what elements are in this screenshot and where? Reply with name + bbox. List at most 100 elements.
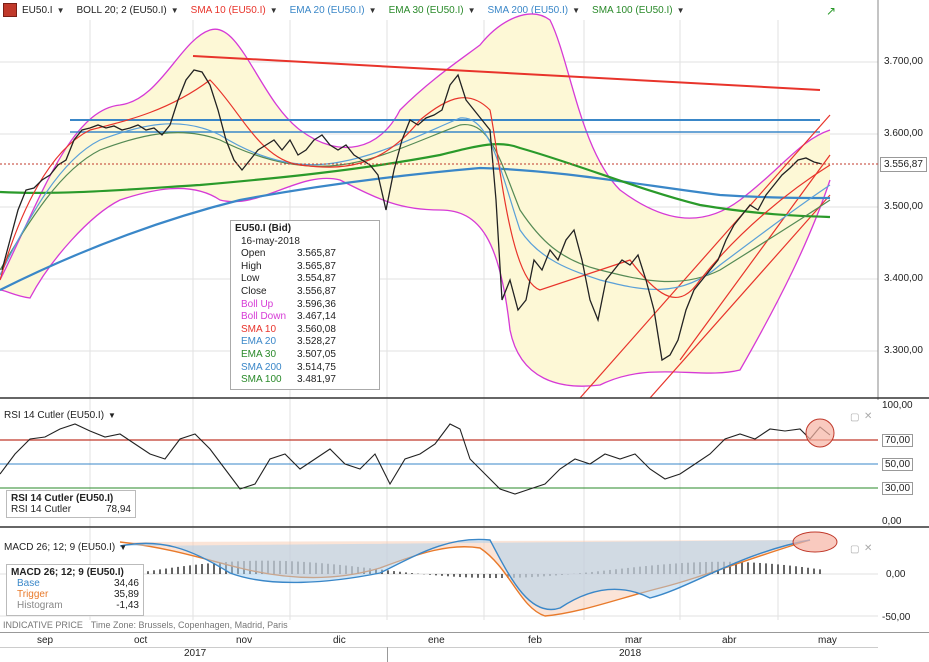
- month-label: feb: [528, 635, 542, 646]
- rsi-axis-label: 50,00: [882, 458, 914, 471]
- macd-row: Trigger 35,89: [11, 589, 139, 600]
- legend-item-sma200[interactable]: SMA 200 (EU50.I) ▼: [487, 4, 581, 16]
- trend-arrow-icon[interactable]: ↗: [826, 4, 837, 18]
- data-box-row: Open 3.565,87: [235, 248, 375, 261]
- month-label: mar: [625, 635, 643, 646]
- year-label: 2018: [619, 648, 642, 659]
- legend-item-ema20[interactable]: EMA 20 (EU50.I) ▼: [289, 4, 377, 16]
- year-label: 2017: [184, 648, 207, 659]
- dropdown-arrow-icon[interactable]: ▼: [170, 5, 179, 15]
- data-box-key: EMA 20: [241, 336, 277, 348]
- data-box-row: SMA 10 3.560,08: [235, 324, 375, 337]
- data-box-row: SMA 200 3.514,75: [235, 362, 375, 375]
- data-box-row: EMA 20 3.528,27: [235, 336, 375, 349]
- data-box-key: Low: [241, 273, 260, 285]
- data-box-row: SMA 100 3.481,97: [235, 374, 375, 387]
- price-axis-label: 3.500,00: [884, 201, 923, 212]
- month-label: abr: [722, 635, 737, 646]
- close-icon[interactable]: ✕: [864, 411, 873, 422]
- indicative-price: INDICATIVE PRICE: [3, 620, 83, 630]
- data-box: EU50.I (Bid) 16-may-2018 Open 3.565,87 Hig…: [230, 220, 380, 390]
- rsi-header[interactable]: RSI 14 Cutler (EU50.I) ▼: [4, 410, 116, 421]
- data-box-key: EMA 30: [241, 348, 277, 360]
- data-box-key: SMA 200: [241, 361, 282, 373]
- footer-bar: INDICATIVE PRICE Time Zone: Brussels, Co…: [0, 620, 878, 632]
- data-box-date: 16-may-2018: [241, 235, 300, 247]
- data-box-value: 3.507,05: [297, 348, 336, 360]
- macd-header[interactable]: MACD 26; 12; 9 (EU50.I) ▼: [4, 542, 128, 553]
- data-box-value: 3.467,14: [297, 311, 336, 323]
- dropdown-arrow-icon[interactable]: ▼: [676, 5, 685, 15]
- time-axis: sep oct nov dic ene feb mar abr may 2017…: [0, 632, 929, 662]
- data-box-value: 3.565,87: [297, 248, 336, 260]
- data-box-value: 3.596,36: [297, 298, 336, 310]
- month-label: ene: [428, 635, 445, 646]
- macd-data-box: MACD 26; 12; 9 (EU50.I) Base 34,46 Trigger…: [6, 564, 144, 616]
- data-box-key: Close: [241, 285, 267, 297]
- macd-value: 34,46: [113, 578, 139, 589]
- month-label: dic: [333, 635, 346, 646]
- legend-item-sma10[interactable]: SMA 10 (EU50.I) ▼: [190, 4, 278, 16]
- maximize-icon[interactable]: ▢: [850, 544, 860, 555]
- month-label: sep: [37, 635, 54, 646]
- macd-axis-label: 0,00: [886, 569, 906, 580]
- data-box-value: 3.514,75: [297, 361, 336, 373]
- data-box-title: EU50.I (Bid): [235, 223, 292, 234]
- macd-row: Base 34,46: [11, 578, 139, 589]
- macd-row: Histogram -1,43: [11, 600, 139, 611]
- dropdown-arrow-icon[interactable]: ▼: [572, 5, 581, 15]
- symbol-icon: [3, 3, 17, 17]
- data-box-key: High: [241, 260, 262, 272]
- data-box-value: 3.554,87: [297, 273, 336, 285]
- macd-key: Base: [17, 578, 40, 589]
- price-axis-label: 3.300,00: [884, 345, 923, 356]
- data-box-row: EMA 30 3.507,05: [235, 349, 375, 362]
- data-box-value: 3.481,97: [297, 374, 336, 386]
- month-label: oct: [134, 635, 148, 646]
- price-chart[interactable]: [0, 0, 929, 400]
- data-box-value: 3.556,87: [297, 285, 336, 297]
- dropdown-arrow-icon[interactable]: ▼: [368, 5, 377, 15]
- data-box-row: Low 3.554,87: [235, 273, 375, 286]
- data-box-value: 3.560,08: [297, 323, 336, 335]
- legend-item-sma100[interactable]: SMA 100 (EU50.I) ▼: [592, 4, 685, 16]
- macd-chart[interactable]: [0, 528, 929, 622]
- indicator-legend: EU50.I ▼ BOLL 20; 2 (EU50.I) ▼ SMA 10 (EU5…: [0, 0, 929, 20]
- rsi-chart[interactable]: [0, 399, 929, 529]
- dropdown-arrow-icon[interactable]: ▼: [467, 5, 476, 15]
- maximize-icon[interactable]: ▢: [850, 412, 860, 423]
- price-axis-label: 3.600,00: [884, 128, 923, 139]
- rsi-axis-label: 0,00: [882, 516, 902, 527]
- data-box-key: Open: [241, 248, 266, 260]
- dropdown-arrow-icon[interactable]: ▼: [108, 411, 116, 420]
- month-label: nov: [236, 635, 253, 646]
- data-box-key: Boll Down: [241, 311, 287, 323]
- dropdown-arrow-icon[interactable]: ▼: [56, 5, 65, 15]
- price-axis-label: 3.400,00: [884, 273, 923, 284]
- macd-key: Trigger: [17, 589, 49, 600]
- dropdown-arrow-icon[interactable]: ▼: [119, 543, 128, 552]
- close-icon[interactable]: ✕: [864, 543, 873, 554]
- legend-item-symbol[interactable]: EU50.I ▼: [22, 4, 65, 16]
- data-box-row: Close 3.556,87: [235, 286, 375, 299]
- legend-item-boll[interactable]: BOLL 20; 2 (EU50.I) ▼: [76, 4, 179, 16]
- data-box-key: Boll Up: [241, 298, 274, 310]
- data-box-row: Boll Up 3.596,36: [235, 299, 375, 312]
- macd-key: Histogram: [17, 600, 63, 611]
- last-price-tag: 3.556,87: [880, 157, 927, 172]
- data-box-row: High 3.565,87: [235, 261, 375, 274]
- legend-item-ema30[interactable]: EMA 30 (EU50.I) ▼: [388, 4, 476, 16]
- time-zone: Time Zone: Brussels, Copenhagen, Madrid,…: [90, 620, 288, 630]
- data-box-value: 3.565,87: [297, 260, 336, 272]
- data-box-key: SMA 100: [241, 374, 282, 386]
- month-label: may: [818, 635, 837, 646]
- dropdown-arrow-icon[interactable]: ▼: [269, 5, 278, 15]
- data-box-row: Boll Down 3.467,14: [235, 311, 375, 324]
- rsi-axis-label: 100,00: [882, 400, 913, 411]
- data-box-key: SMA 10: [241, 323, 277, 335]
- rsi-data-box: RSI 14 Cutler (EU50.I) RSI 14 Cutler 78,9…: [6, 490, 136, 518]
- data-box-value: 3.528,27: [297, 336, 336, 348]
- rsi-axis-label: 30,00: [882, 482, 914, 495]
- price-axis-label: 3.700,00: [884, 56, 923, 67]
- macd-value: 35,89: [113, 589, 139, 600]
